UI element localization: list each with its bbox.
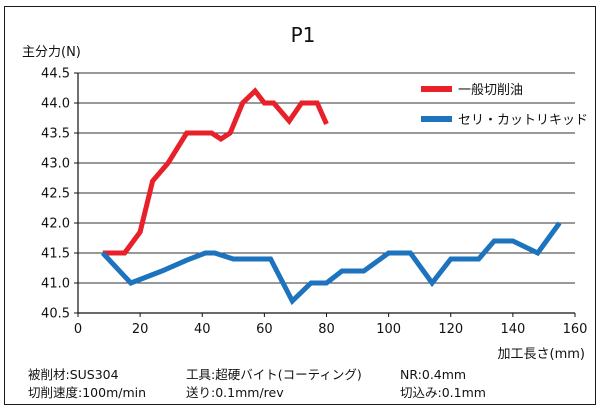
y-tick-label: 43.5 [41, 127, 70, 142]
x-tick-label: 60 [256, 322, 273, 337]
chart-title: P1 [291, 23, 316, 47]
x-tick-label: 80 [318, 322, 335, 337]
y-tick-label: 42.0 [41, 217, 70, 232]
nr-text: NR:0.4mm [400, 367, 467, 382]
y-tick-label: 41.0 [41, 277, 70, 292]
y-tick-label: 43.0 [41, 157, 70, 172]
depth-text: 切込み:0.1mm [400, 385, 486, 400]
y-tick-label: 41.5 [41, 247, 70, 262]
x-tick-label: 100 [376, 322, 401, 337]
x-tick-label: 160 [563, 322, 588, 337]
series-line-1 [102, 87, 329, 256]
axes [74, 72, 576, 317]
tool-text: 工具:超硬バイト(コーティング) [186, 367, 362, 382]
x-tick-label: 0 [74, 322, 82, 337]
y-tick-label: 40.5 [41, 307, 70, 322]
y-tick-labels: 40.5 41.0 41.5 42.0 42.5 43.0 43.5 44.0 44.5 [41, 67, 70, 322]
x-tick-labels: 0 20 40 60 80 100 120 140 160 [74, 322, 588, 337]
conditions-footer: 被削材:SUS304 切削速度:100m/min 工具:超硬バイト(コーティング… [28, 366, 588, 404]
feed-text: 送り:0.1mm/rev [186, 385, 284, 400]
series-line-2 [100, 221, 562, 306]
material-text: 被削材:SUS304 [28, 367, 119, 382]
x-tick-label: 20 [132, 322, 149, 337]
x-tick-label: 120 [438, 322, 463, 337]
x-tick-label: 140 [500, 322, 525, 337]
legend-label-2: セリ・カットリキッド [458, 113, 588, 128]
y-axis-label: 主分力(N) [22, 45, 81, 60]
legend-label-1: 一般切削油 [458, 82, 523, 98]
y-tick-label: 42.5 [41, 187, 70, 202]
y-tick-label: 44.5 [41, 67, 70, 82]
speed-text: 切削速度:100m/min [28, 385, 147, 400]
x-tick-label: 40 [194, 322, 211, 337]
y-tick-label: 44.0 [41, 97, 70, 112]
x-axis-label: 加工長さ(mm) [498, 347, 585, 362]
chart-frame [4, 6, 596, 405]
series-lines [100, 87, 562, 306]
